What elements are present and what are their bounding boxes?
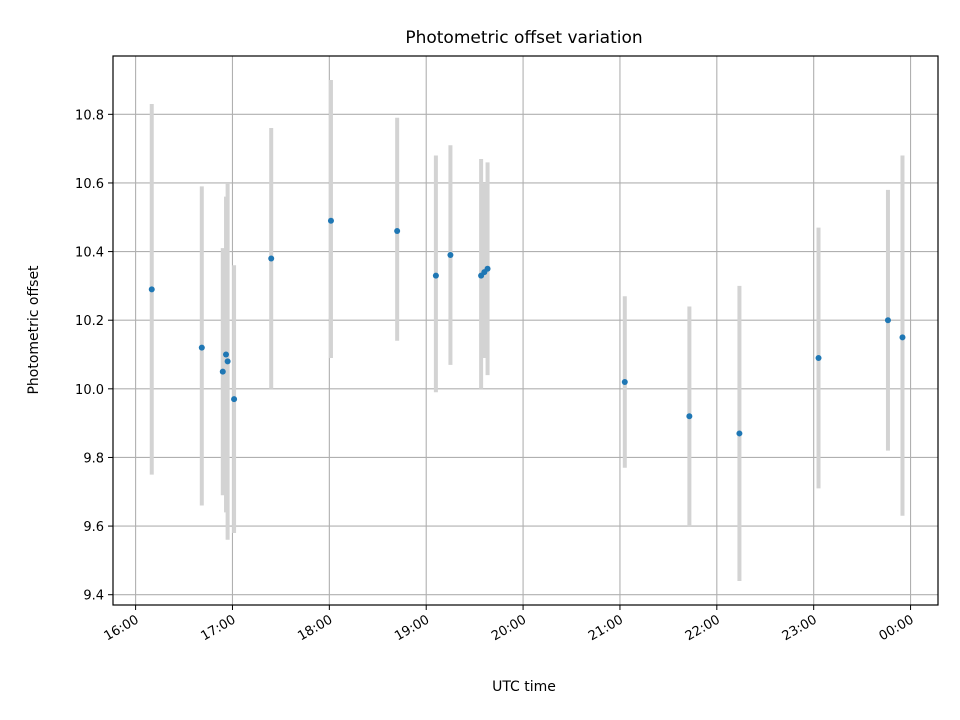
data-point [884, 317, 891, 324]
y-tick-label: 9.8 [83, 451, 104, 466]
x-axis-label: UTC time [492, 679, 556, 695]
data-point [686, 413, 693, 420]
data-point [327, 217, 334, 224]
y-tick-label: 10.6 [75, 177, 104, 192]
y-axis-label: Photometric offset [26, 265, 42, 395]
data-point [223, 351, 230, 358]
data-point [447, 252, 454, 259]
y-tick-label: 10.8 [75, 108, 104, 123]
data-point [899, 334, 906, 341]
chart-title: Photometric offset variation [405, 28, 642, 48]
y-tick-label: 10.4 [75, 246, 104, 261]
data-point [268, 255, 275, 262]
data-point [148, 286, 155, 293]
data-point [621, 378, 628, 385]
y-axis-ticks: 9.4 9.6 9.8 10.0 10.2 10.4 10.6 10.8 [75, 108, 113, 604]
data-point [484, 265, 491, 272]
y-tick-label: 10.0 [75, 383, 104, 398]
data-point [198, 344, 205, 351]
data-point [231, 396, 238, 403]
data-points [148, 217, 906, 437]
data-point [224, 358, 231, 365]
data-point [815, 354, 822, 361]
data-point [432, 272, 439, 279]
y-tick-label: 10.2 [75, 314, 104, 329]
y-tick-label: 9.4 [83, 589, 104, 604]
data-point [219, 368, 226, 375]
data-point [394, 227, 401, 234]
plot-frame [112, 55, 939, 606]
data-point [736, 430, 743, 437]
y-tick-label: 9.6 [83, 520, 104, 535]
